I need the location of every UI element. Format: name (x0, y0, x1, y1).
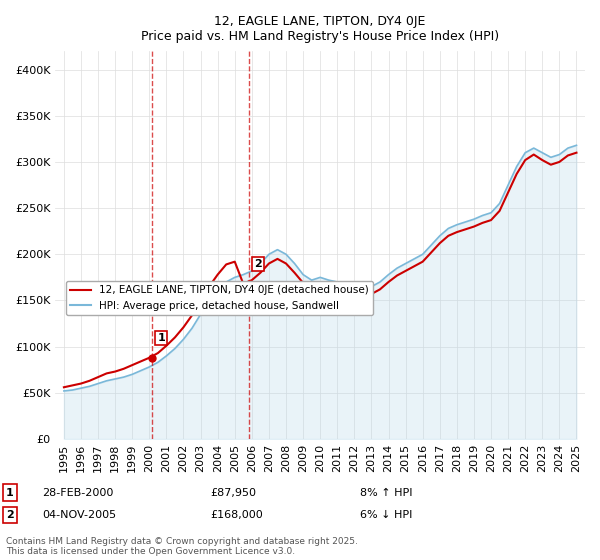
Text: 2: 2 (254, 259, 262, 269)
Legend: 12, EAGLE LANE, TIPTON, DY4 0JE (detached house), HPI: Average price, detached h: 12, EAGLE LANE, TIPTON, DY4 0JE (detache… (66, 281, 373, 315)
Text: 8% ↑ HPI: 8% ↑ HPI (360, 488, 413, 498)
Text: 04-NOV-2005: 04-NOV-2005 (42, 510, 116, 520)
Text: Contains HM Land Registry data © Crown copyright and database right 2025.
This d: Contains HM Land Registry data © Crown c… (6, 537, 358, 557)
Text: 1: 1 (6, 488, 14, 498)
Title: 12, EAGLE LANE, TIPTON, DY4 0JE
Price paid vs. HM Land Registry's House Price In: 12, EAGLE LANE, TIPTON, DY4 0JE Price pa… (141, 15, 499, 43)
Text: 1: 1 (157, 333, 165, 343)
Text: 2: 2 (6, 510, 14, 520)
Text: £168,000: £168,000 (210, 510, 263, 520)
Text: £87,950: £87,950 (210, 488, 256, 498)
Text: 28-FEB-2000: 28-FEB-2000 (42, 488, 113, 498)
Text: 6% ↓ HPI: 6% ↓ HPI (360, 510, 412, 520)
